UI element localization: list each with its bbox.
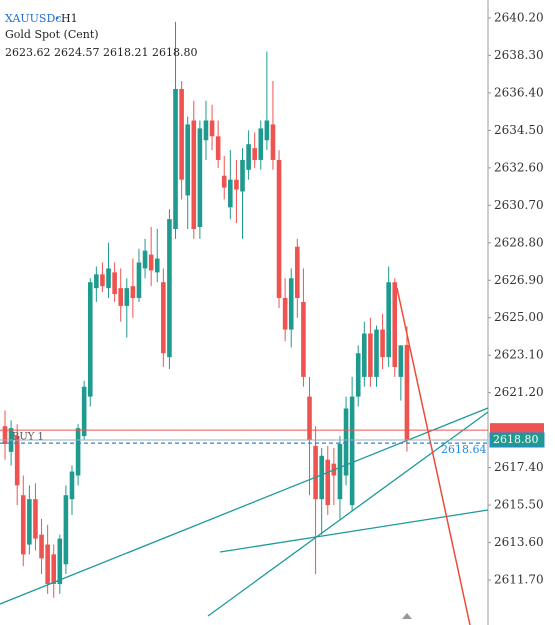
y-tick-label: 2636.40 bbox=[494, 85, 544, 99]
y-tick-label: 2626.90 bbox=[494, 273, 544, 287]
bid-tag bbox=[489, 432, 545, 448]
trend-line bbox=[396, 287, 471, 625]
candle-body bbox=[301, 301, 306, 377]
candle-body bbox=[20, 495, 26, 555]
plot-area bbox=[2, 21, 410, 598]
candle-body bbox=[148, 254, 154, 271]
candle-body bbox=[87, 282, 93, 397]
y-tick-label: 2613.60 bbox=[494, 535, 544, 549]
candle-body bbox=[106, 268, 111, 289]
candle-body bbox=[209, 120, 215, 137]
candle-body bbox=[179, 88, 184, 180]
separator: • bbox=[55, 14, 60, 23]
ohlc-readout: 2623.62 2624.57 2618.21 2618.80 bbox=[5, 46, 197, 59]
candle-body bbox=[221, 175, 227, 188]
y-tick-label: 2617.40 bbox=[494, 460, 544, 474]
candle-body bbox=[349, 396, 355, 506]
candle-body bbox=[264, 120, 270, 141]
candle-body bbox=[191, 120, 197, 229]
current-bar-marker bbox=[402, 613, 412, 619]
candle-body bbox=[386, 282, 391, 358]
candle-body bbox=[197, 128, 203, 228]
candle-body bbox=[39, 534, 44, 559]
candle-body bbox=[161, 282, 166, 354]
candle-body bbox=[81, 386, 87, 437]
candle-body bbox=[118, 288, 124, 306]
y-tick-label: 2638.30 bbox=[494, 48, 544, 62]
y-tick-label: 2621.20 bbox=[494, 385, 544, 399]
candle-body bbox=[45, 544, 50, 584]
y-tick-label: 2632.60 bbox=[494, 160, 544, 174]
candle-body bbox=[173, 88, 178, 229]
candle-body bbox=[167, 219, 172, 358]
y-tick-label: 2623.10 bbox=[494, 348, 544, 362]
candle-body bbox=[75, 428, 81, 476]
candle-body bbox=[295, 246, 300, 299]
candle-body bbox=[228, 179, 233, 208]
symbol: XAUUSDc bbox=[5, 12, 61, 25]
candle-body bbox=[319, 455, 324, 500]
candle-body bbox=[33, 499, 38, 539]
y-tick-label: 2634.50 bbox=[494, 123, 544, 137]
candle-body bbox=[404, 344, 410, 441]
candle-body bbox=[325, 459, 331, 506]
y-tick-label: 2625.00 bbox=[494, 310, 544, 324]
candle-body bbox=[51, 554, 57, 584]
candle-body bbox=[355, 353, 361, 397]
candle-body bbox=[246, 144, 251, 170]
candle-body bbox=[124, 288, 130, 306]
candle-body bbox=[307, 396, 312, 441]
candle-body bbox=[100, 274, 105, 287]
candle-body bbox=[252, 148, 257, 160]
candle-body bbox=[2, 426, 8, 444]
candle-body bbox=[288, 278, 294, 330]
y-tick-label: 2630.70 bbox=[494, 198, 544, 212]
candle-body bbox=[69, 471, 75, 500]
trend-line bbox=[219, 509, 489, 553]
candle-body bbox=[94, 274, 99, 289]
candle-body bbox=[130, 286, 136, 299]
y-tick-label: 2628.80 bbox=[494, 235, 544, 249]
buy-label: BUY 1 bbox=[12, 432, 44, 443]
y-tick-label: 2615.50 bbox=[494, 498, 544, 512]
trend-line bbox=[207, 411, 489, 617]
candle-body bbox=[362, 333, 367, 377]
candle-body bbox=[57, 538, 63, 584]
candle-body bbox=[154, 258, 160, 273]
candle-body bbox=[234, 179, 239, 190]
candle-body bbox=[215, 136, 221, 160]
candle-body bbox=[276, 159, 282, 299]
candle-body bbox=[240, 159, 245, 192]
candle-body bbox=[343, 408, 349, 476]
candle-body bbox=[142, 250, 148, 269]
candle-body bbox=[398, 345, 404, 377]
y-tick-label: 2611.70 bbox=[494, 573, 544, 587]
candle-body bbox=[136, 262, 142, 299]
candle-body bbox=[112, 272, 117, 295]
candle-body bbox=[368, 333, 373, 377]
candle-body bbox=[270, 124, 276, 160]
timeframe: H1 bbox=[61, 12, 78, 25]
trend-line bbox=[0, 407, 489, 605]
candle-body bbox=[392, 282, 398, 368]
candle-body bbox=[14, 436, 20, 486]
candle-body bbox=[282, 298, 288, 330]
y-tick-label: 2640.20 bbox=[494, 10, 544, 24]
candle-body bbox=[313, 445, 318, 500]
candle-body bbox=[258, 128, 264, 160]
buy-price-label: 2618.64 bbox=[441, 443, 487, 456]
description: Gold Spot (Cent) bbox=[5, 28, 99, 41]
candle-body bbox=[27, 499, 32, 545]
candle-body bbox=[63, 495, 69, 565]
candle-body bbox=[374, 329, 379, 377]
candle-body bbox=[380, 329, 385, 358]
candle-body bbox=[337, 443, 343, 500]
bid-tag-label: 2618.80 bbox=[493, 433, 539, 446]
candle-body bbox=[185, 124, 190, 196]
candle-body bbox=[203, 120, 209, 141]
